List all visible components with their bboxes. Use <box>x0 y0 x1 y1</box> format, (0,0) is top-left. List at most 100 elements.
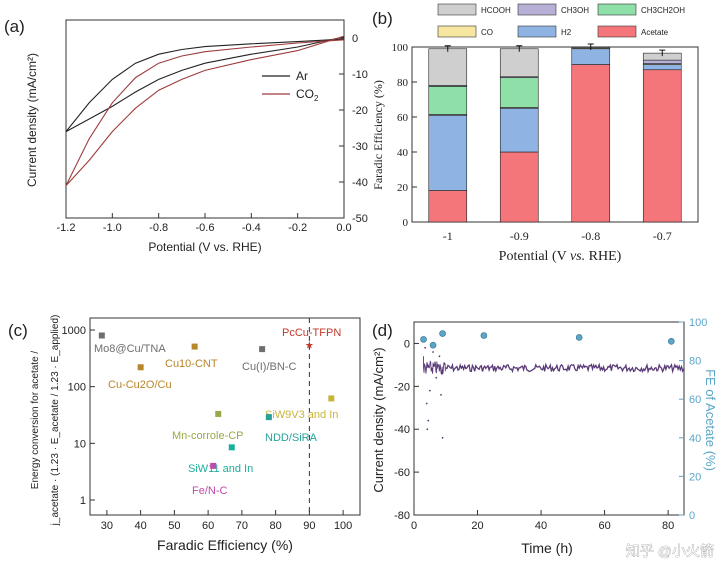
point-label: SiW11 and In <box>188 463 253 475</box>
bar-hcooh-0 <box>428 48 468 86</box>
y-tick-right-label: 60 <box>689 394 701 406</box>
y-tick-label: -20 <box>352 105 368 117</box>
panel-a-ticks: -1.2 -1.0 -0.8 -0.6 -0.4 -0.2 0.0 0 -10 -20 -30 -40… <box>57 33 368 234</box>
panel-b-legend: HCOOH CH3OH CH3CH2OH CO H2 Acetate <box>437 3 685 38</box>
panel-a: (a) -1.2 -1.0 -0.8 -0.6 -0.4 -0.2 0.0 0 -10 -20 -3… <box>4 17 368 254</box>
point-marker <box>210 462 217 469</box>
panel-c-xlabel: Faradic Efficiency (%) <box>157 537 293 553</box>
x-tick-label: 20 <box>471 520 483 532</box>
point-marker <box>228 444 235 451</box>
panel-b: (b) HCOOH CH3OH CH3CH2OH CO H2 Acetate 0 20 40 6… <box>371 3 699 264</box>
legend-swatch-hcooh <box>437 3 477 16</box>
current-spike <box>426 428 429 431</box>
fe-point <box>575 334 583 341</box>
fe-point <box>480 332 488 339</box>
legend-swatch-ch3oh <box>517 3 557 16</box>
current-spike <box>438 355 441 358</box>
x-tick-label: -0.7 <box>653 229 672 243</box>
x-tick-label: 100 <box>334 520 352 532</box>
panel-d-ylabel-left: Current density (mA/cm²) <box>371 347 386 492</box>
bar-ch3ch2oh-1 <box>499 77 539 108</box>
x-tick-label: -0.4 <box>242 222 261 234</box>
current-spike <box>424 346 427 349</box>
bar-ch3ch2oh-0 <box>428 86 468 115</box>
x-tick-label: -0.2 <box>288 222 307 234</box>
point-label: Mo8@Cu/TNA <box>94 343 166 355</box>
panel-c-frame <box>89 317 361 516</box>
panel-d-tag: (d) <box>372 321 393 340</box>
panel-d-series <box>420 330 685 439</box>
y-tick-right-label: 20 <box>689 471 701 483</box>
x-tick-label: 80 <box>662 520 674 532</box>
legend-label-h2: H2 <box>561 28 572 37</box>
current-spike <box>428 389 431 392</box>
panel-b-frame <box>411 46 699 223</box>
bar-h2-2 <box>571 48 611 65</box>
fe-point <box>439 330 446 337</box>
y-tick-right-label: 100 <box>689 317 707 329</box>
panel-a-legend: Ar CO2 <box>262 69 319 103</box>
bar-acetate-1 <box>499 151 539 223</box>
y-tick-label: 1 <box>80 495 86 507</box>
x-tick-label: -0.9 <box>510 229 529 243</box>
panel-b-xlabel: Potential (V vs. RHE) <box>499 249 622 264</box>
bar-acetate-2 <box>571 64 611 223</box>
bar-acetate-0 <box>428 190 468 223</box>
y-tick-right-label: 80 <box>689 356 701 368</box>
curve-ar-rev <box>65 36 345 133</box>
y-tick-label: 1000 <box>62 325 86 337</box>
y-tick-right-label: 40 <box>689 433 701 445</box>
x-tick-label: 80 <box>270 520 282 532</box>
panel-b-ylabel: Faradic Efficiency (%) <box>371 80 385 190</box>
y-tick-left-label: -40 <box>394 424 410 436</box>
y-tick-left-label: -20 <box>394 381 410 393</box>
point-marker <box>328 395 335 402</box>
y-tick-label: 60 <box>397 112 409 124</box>
y-tick-left-label: 0 <box>404 338 410 350</box>
legend-swatch-h2 <box>517 25 557 38</box>
curve-co2-fwd <box>65 39 345 186</box>
y-tick-label: 100 <box>392 42 409 54</box>
x-tick-label: -1.2 <box>57 222 76 234</box>
y-tick-label: 80 <box>397 77 409 89</box>
fe-point <box>420 336 427 343</box>
watermark: 知乎 @小火箭 <box>626 543 714 559</box>
x-tick-label: 0.0 <box>336 222 351 234</box>
current-spike <box>440 394 442 396</box>
legend-swatch-co <box>437 25 477 38</box>
x-tick-label: 40 <box>535 520 547 532</box>
current-spike <box>441 436 444 439</box>
legend-co2-label: CO2 <box>296 87 319 103</box>
legend-label-ch3oh: CH3OH <box>561 6 589 15</box>
y-tick-label: 10 <box>74 438 86 450</box>
legend-label-co: CO <box>481 28 493 37</box>
current-spike <box>425 402 428 405</box>
y-tick-right-label: 0 <box>689 510 695 522</box>
panel-d-frame <box>413 321 685 516</box>
point-marker <box>265 414 272 421</box>
legend-label-ch3ch2oh: CH3CH2OH <box>641 6 685 15</box>
point-marker <box>259 346 266 353</box>
x-tick-label: 0 <box>411 520 417 532</box>
panel-a-tag: (a) <box>4 17 25 36</box>
bar-h2-0 <box>428 114 468 191</box>
legend-swatch-acetate <box>597 25 637 38</box>
y-tick-label: 20 <box>397 182 409 194</box>
y-tick-label: 0 <box>403 217 409 229</box>
point-label: NDD/SiRA <box>265 432 318 444</box>
point-label: PcCu-TFPN <box>282 327 341 339</box>
current-spike <box>432 351 434 353</box>
legend-label-acetate: Acetate <box>641 28 669 37</box>
panel-b-ticks: 0 20 40 60 80 100 -1 -0.9 -0.8 -0.7 <box>392 42 672 243</box>
point-marker <box>137 364 144 371</box>
y-tick-label: -40 <box>352 177 368 189</box>
bar-h2-3 <box>642 64 682 71</box>
x-tick-label: -0.8 <box>149 222 168 234</box>
panel-c-ylabel-line2: j_acetate · (1.23 · E_acetate / 1.23 · E… <box>50 315 61 527</box>
panel-a-xlabel: Potential (V vs. RHE) <box>148 240 261 254</box>
current-trace <box>445 362 685 374</box>
point-marker <box>98 332 105 339</box>
